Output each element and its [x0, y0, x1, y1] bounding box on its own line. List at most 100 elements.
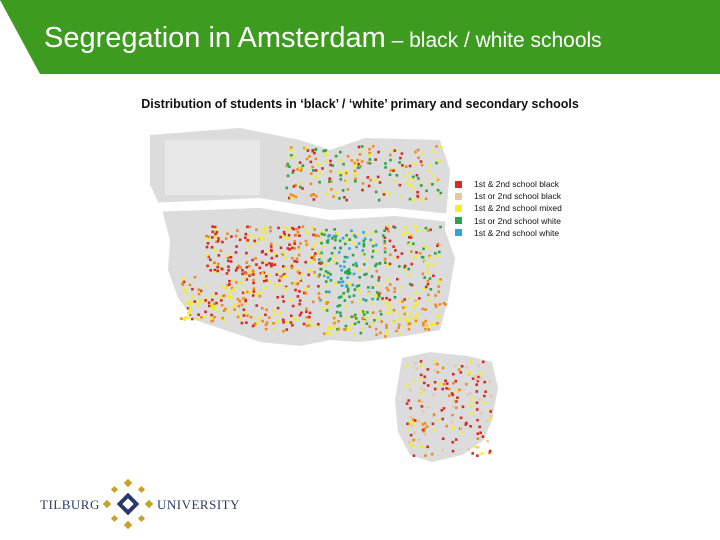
school-dot: [452, 399, 456, 403]
school-dot: [426, 368, 430, 371]
school-dot: [445, 382, 449, 385]
school-dot: [353, 288, 357, 291]
school-dot: [460, 365, 464, 368]
school-dot: [297, 247, 300, 251]
school-dot: [188, 307, 192, 311]
school-dot: [339, 264, 342, 268]
school-dot: [346, 272, 350, 276]
school-dot: [259, 272, 263, 275]
school-dot: [434, 252, 437, 255]
school-dot: [285, 328, 289, 331]
school-dot: [351, 283, 355, 287]
school-dot: [459, 371, 463, 374]
school-dot: [432, 263, 436, 267]
school-dot: [424, 285, 428, 289]
school-dot: [407, 296, 411, 300]
school-dot: [200, 316, 203, 319]
school-dot: [393, 149, 397, 152]
school-dot: [269, 245, 273, 248]
school-dot: [206, 238, 210, 241]
school-dot: [444, 303, 447, 306]
school-dot: [286, 236, 290, 240]
school-dot: [375, 262, 378, 266]
school-dot: [244, 311, 248, 315]
school-dot: [325, 160, 328, 163]
school-dot: [428, 298, 432, 302]
school-dot: [385, 323, 388, 327]
school-dot: [333, 255, 337, 258]
school-dot: [352, 294, 356, 297]
school-dot: [428, 254, 431, 258]
school-dot: [251, 294, 255, 297]
school-dot: [437, 285, 440, 288]
school-dot: [338, 170, 341, 174]
school-dot: [353, 234, 356, 237]
school-dot: [321, 245, 325, 249]
school-dot: [470, 360, 473, 364]
school-dot: [420, 163, 424, 167]
map-subtitle: Distribution of students in ‘black’ / ‘w…: [141, 97, 579, 111]
school-dot: [300, 311, 303, 315]
school-dot: [298, 277, 302, 281]
school-dot: [375, 291, 379, 294]
school-dot: [324, 149, 327, 152]
legend-label: 1st or 2nd school white: [474, 215, 561, 226]
school-dot: [279, 235, 282, 239]
school-dot: [392, 245, 395, 248]
school-dot: [433, 362, 436, 366]
school-dot: [378, 181, 382, 184]
school-dot: [329, 257, 332, 261]
school-dot: [321, 167, 324, 170]
school-dot: [337, 280, 341, 284]
school-dot: [338, 304, 342, 307]
school-dot: [421, 272, 425, 276]
school-dot: [262, 271, 266, 275]
school-dot: [418, 252, 422, 255]
school-dot: [398, 265, 401, 268]
school-dot: [207, 301, 211, 304]
school-dot: [423, 422, 427, 425]
school-dot: [424, 433, 427, 436]
school-dot: [420, 400, 424, 404]
school-dot: [357, 162, 360, 166]
school-dot: [356, 166, 360, 170]
school-dot: [283, 289, 286, 292]
school-dot: [269, 229, 272, 233]
school-dot: [432, 428, 436, 432]
school-dot: [435, 305, 438, 308]
school-dot: [325, 309, 329, 312]
school-dot: [377, 150, 380, 154]
school-dot: [403, 298, 406, 301]
school-dot: [320, 232, 324, 236]
school-dot: [372, 249, 375, 253]
school-dot: [267, 316, 271, 319]
school-dot: [348, 283, 351, 286]
school-dot: [283, 272, 286, 276]
school-dot: [379, 309, 382, 313]
school-dot: [422, 323, 425, 327]
school-dot: [470, 411, 473, 415]
school-dot: [279, 311, 282, 315]
school-dot: [406, 422, 409, 426]
school-dot: [237, 264, 241, 268]
school-dot: [328, 325, 331, 329]
school-dot: [343, 260, 346, 263]
school-dot: [242, 297, 245, 300]
school-dot: [437, 290, 440, 294]
school-dot: [406, 320, 409, 323]
school-dot: [242, 308, 246, 312]
school-dot: [468, 371, 471, 374]
school-dot: [310, 256, 314, 259]
school-dot: [441, 437, 445, 440]
school-dot: [209, 317, 213, 320]
school-dot: [355, 285, 359, 288]
school-dot: [313, 151, 316, 155]
school-dot: [182, 280, 186, 284]
school-dot: [478, 371, 482, 375]
school-dot: [304, 287, 308, 291]
school-dot: [371, 297, 374, 301]
school-dot: [345, 234, 348, 237]
school-dot: [420, 405, 424, 408]
school-dot: [312, 169, 315, 172]
school-dot: [417, 438, 420, 442]
